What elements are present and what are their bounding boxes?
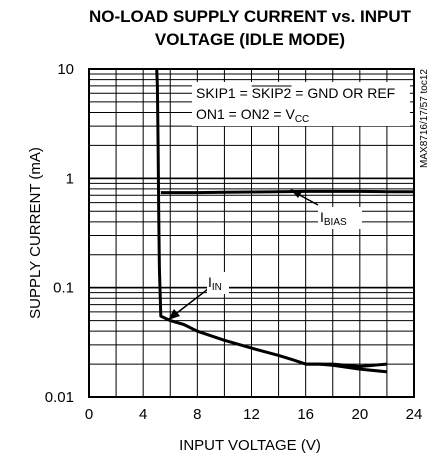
y-axis-label: SUPPLY CURRENT (mA) [27, 147, 44, 319]
x-tick-label: 16 [297, 406, 314, 423]
iin-label: IIN [208, 274, 222, 293]
condition-box-background [192, 82, 410, 126]
ibias-label-background [318, 207, 362, 229]
x-tick-label: 12 [243, 406, 260, 423]
ibias-callout: IBIAS [290, 189, 362, 229]
series-line-ibias [160, 189, 414, 195]
iin-arrowhead [168, 309, 180, 320]
x-tick-label: 8 [193, 406, 201, 423]
y-tick-label: 1 [66, 170, 74, 187]
iin-callout: IIN [168, 272, 229, 320]
axis-ticks: 0 4 8 12 16 20 24 0.01 0.1 1 10 [45, 61, 423, 423]
chart-title-line-2: VOLTAGE (IDLE MODE) [155, 30, 345, 49]
y-tick-label: 10 [57, 61, 74, 78]
iin-label-background [207, 272, 229, 294]
x-tick-label: 4 [139, 406, 147, 423]
condition-line-1: SKIP1 = SKIP2 = GND OR REF [196, 85, 395, 101]
ibias-arrowhead [290, 189, 302, 198]
x-tick-label: 0 [85, 406, 93, 423]
x-tick-label: 20 [351, 406, 368, 423]
plot-frame [88, 68, 415, 398]
x-axis-label: INPUT VOLTAGE (V) [179, 437, 321, 454]
plot-series [155, 68, 414, 374]
condition-line-2: ON1 = ON2 = VCC [196, 106, 309, 125]
chart-title-line-1: NO-LOAD SUPPLY CURRENT vs. INPUT [89, 7, 412, 26]
iin-arrow-shaft [172, 288, 209, 317]
x-tick-label: 24 [406, 406, 423, 423]
series-line-in-lower-trace [305, 362, 388, 374]
y-tick-label: 0.1 [53, 280, 74, 297]
chart-code: MAX8716/17/57 toc12 [419, 69, 430, 168]
y-tick-label: 0.01 [45, 389, 74, 406]
condition-box: SKIP1 = SKIP2 = GND OR REF ON1 = ON2 = V… [192, 82, 410, 126]
ibias-label: IBIAS [320, 209, 347, 228]
